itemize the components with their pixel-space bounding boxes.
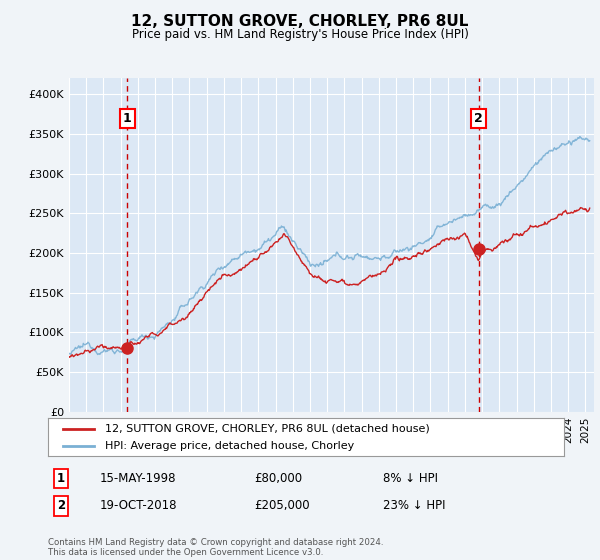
Text: 23% ↓ HPI: 23% ↓ HPI: [383, 500, 446, 512]
Text: Contains HM Land Registry data © Crown copyright and database right 2024.
This d: Contains HM Land Registry data © Crown c…: [48, 538, 383, 557]
Text: £205,000: £205,000: [254, 500, 310, 512]
Text: 12, SUTTON GROVE, CHORLEY, PR6 8UL (detached house): 12, SUTTON GROVE, CHORLEY, PR6 8UL (deta…: [105, 423, 430, 433]
Text: 8% ↓ HPI: 8% ↓ HPI: [383, 472, 439, 485]
Text: 19-OCT-2018: 19-OCT-2018: [100, 500, 177, 512]
Text: Price paid vs. HM Land Registry's House Price Index (HPI): Price paid vs. HM Land Registry's House …: [131, 28, 469, 41]
Text: 2: 2: [474, 112, 483, 125]
Text: 1: 1: [57, 472, 65, 485]
Text: £80,000: £80,000: [254, 472, 302, 485]
Text: HPI: Average price, detached house, Chorley: HPI: Average price, detached house, Chor…: [105, 441, 354, 451]
Text: 15-MAY-1998: 15-MAY-1998: [100, 472, 176, 485]
Text: 2: 2: [57, 500, 65, 512]
Text: 1: 1: [122, 112, 131, 125]
Text: 12, SUTTON GROVE, CHORLEY, PR6 8UL: 12, SUTTON GROVE, CHORLEY, PR6 8UL: [131, 14, 469, 29]
